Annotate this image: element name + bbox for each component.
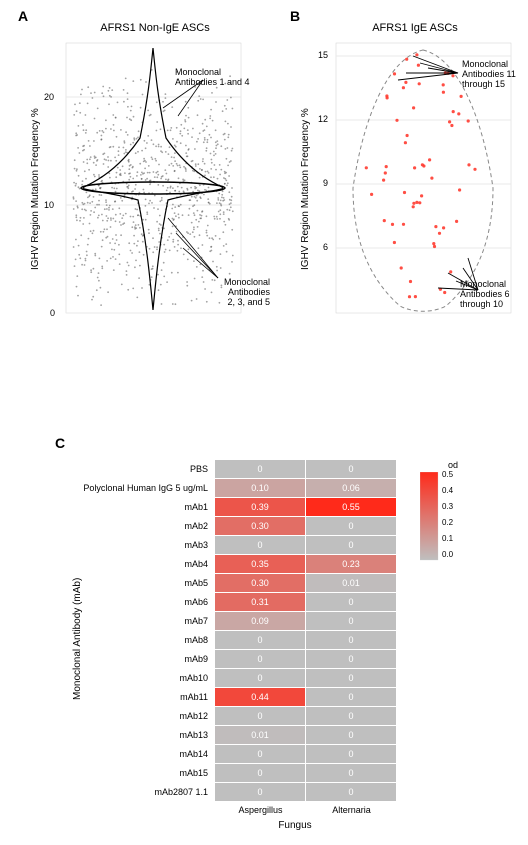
heatmap-cell: 0 (306, 631, 396, 649)
heatmap-cell: 0.23 (306, 555, 396, 573)
heatmap-row-label: mAb6 (76, 597, 208, 607)
heatmap-cell: 0 (215, 707, 305, 725)
panel-a-annot-top: MonoclonalAntibodies 1 and 4 (175, 68, 255, 88)
panel-b-tick-15: 15 (318, 50, 328, 60)
heatmap-col-label: Aspergillus (215, 805, 306, 815)
heatmap-cell: 0.01 (306, 574, 396, 592)
heatmap-cell: 0 (306, 593, 396, 611)
heatmap-cell: 0 (215, 460, 305, 478)
heatmap-row-label: mAb5 (76, 578, 208, 588)
heatmap-row-label: mAb10 (76, 673, 208, 683)
panel-a-tick-10: 10 (44, 200, 54, 210)
heatmap-cell: 0.06 (306, 479, 396, 497)
figure: A AFRS1 Non-IgE ASCs IGHV Region Mutatio… (0, 0, 528, 845)
heatmap-cell: 0.01 (215, 726, 305, 744)
panel-b-label: B (290, 8, 300, 24)
heatmap-row-label: mAb2807 1.1 (76, 787, 208, 797)
heatmap-col-label: Alternaria (306, 805, 397, 815)
panel-a-tick-20: 20 (44, 92, 54, 102)
heatmap-cell: 0 (215, 536, 305, 554)
panel-b-tick-12: 12 (318, 114, 328, 124)
heatmap-cell: 0 (215, 631, 305, 649)
heatmap-cell: 0 (306, 536, 396, 554)
legend-tick: 0.2 (442, 518, 453, 527)
heatmap-row-label: mAb15 (76, 768, 208, 778)
heatmap-cell: 0 (306, 612, 396, 630)
heatmap-cell: 0.30 (215, 574, 305, 592)
heatmap-row-label: mAb8 (76, 635, 208, 645)
heatmap-cell: 0 (215, 650, 305, 668)
heatmap-row-label: Polyclonal Human IgG 5 ug/mL (76, 483, 208, 493)
heatmap-cell: 0.35 (215, 555, 305, 573)
legend-title: od (448, 460, 458, 470)
heatmap-row-label: PBS (76, 464, 208, 474)
heatmap-cell: 0 (306, 650, 396, 668)
panel-b-title: AFRS1 IgE ASCs (340, 22, 490, 34)
panel-a-ylabel: IGHV Region Mutation Frequency % (30, 108, 41, 270)
heatmap-cell: 0 (215, 745, 305, 763)
panel-c-xlabel: Fungus (255, 820, 335, 831)
legend-tick: 0.4 (442, 486, 453, 495)
legend-gradient (420, 472, 440, 562)
heatmap-cell: 0 (306, 764, 396, 782)
heatmap-cell: 0 (215, 783, 305, 801)
panel-b-annot-top: MonoclonalAntibodies 11through 15 (462, 60, 527, 90)
heatmap-row-label: mAb12 (76, 711, 208, 721)
heatmap-row-label: mAb9 (76, 654, 208, 664)
heatmap-cell: 0 (306, 707, 396, 725)
heatmap-cell: 0.30 (215, 517, 305, 535)
heatmap-cell: 0 (306, 726, 396, 744)
panel-b-tick-6: 6 (323, 242, 328, 252)
panel-a-title: AFRS1 Non-IgE ASCs (75, 22, 235, 34)
panel-b-tick-9: 9 (323, 178, 328, 188)
legend-tick: 0.3 (442, 502, 453, 511)
heatmap-cell: 0 (306, 460, 396, 478)
heatmap-cell: 0.44 (215, 688, 305, 706)
heatmap-cell: 0 (306, 688, 396, 706)
heatmap-row-label: mAb2 (76, 521, 208, 531)
heatmap-cell: 0 (306, 783, 396, 801)
heatmap-cell: 0 (215, 764, 305, 782)
heatmap-cell: 0.55 (306, 498, 396, 516)
heatmap-cell: 0 (306, 517, 396, 535)
panel-b-annot-bottom: MonoclonalAntibodies 6through 10 (460, 280, 525, 310)
heatmap-row-label: mAb11 (76, 692, 208, 702)
heatmap-row-label: mAb3 (76, 540, 208, 550)
heatmap-row-label: mAb13 (76, 730, 208, 740)
heatmap-cell: 0 (306, 745, 396, 763)
heatmap-cell: 0 (215, 669, 305, 687)
panel-a-tick-0: 0 (50, 308, 55, 318)
panel-a-annot-bottom: MonoclonalAntibodies2, 3, and 5 (200, 278, 270, 308)
heatmap-cell: 0.31 (215, 593, 305, 611)
legend-tick: 0.0 (442, 550, 453, 559)
heatmap-row-label: mAb1 (76, 502, 208, 512)
panel-b-ylabel: IGHV Region Mutation Frequency % (300, 108, 311, 270)
heatmap-row-label: mAb7 (76, 616, 208, 626)
heatmap-cell: 0 (306, 669, 396, 687)
legend-tick: 0.5 (442, 470, 453, 479)
panel-c-label: C (55, 435, 65, 451)
heatmap-cell: 0.10 (215, 479, 305, 497)
heatmap-cell: 0.09 (215, 612, 305, 630)
heatmap-cell: 0.39 (215, 498, 305, 516)
legend-tick: 0.1 (442, 534, 453, 543)
heatmap-row-label: mAb14 (76, 749, 208, 759)
heatmap-row-label: mAb4 (76, 559, 208, 569)
panel-a-label: A (18, 8, 28, 24)
